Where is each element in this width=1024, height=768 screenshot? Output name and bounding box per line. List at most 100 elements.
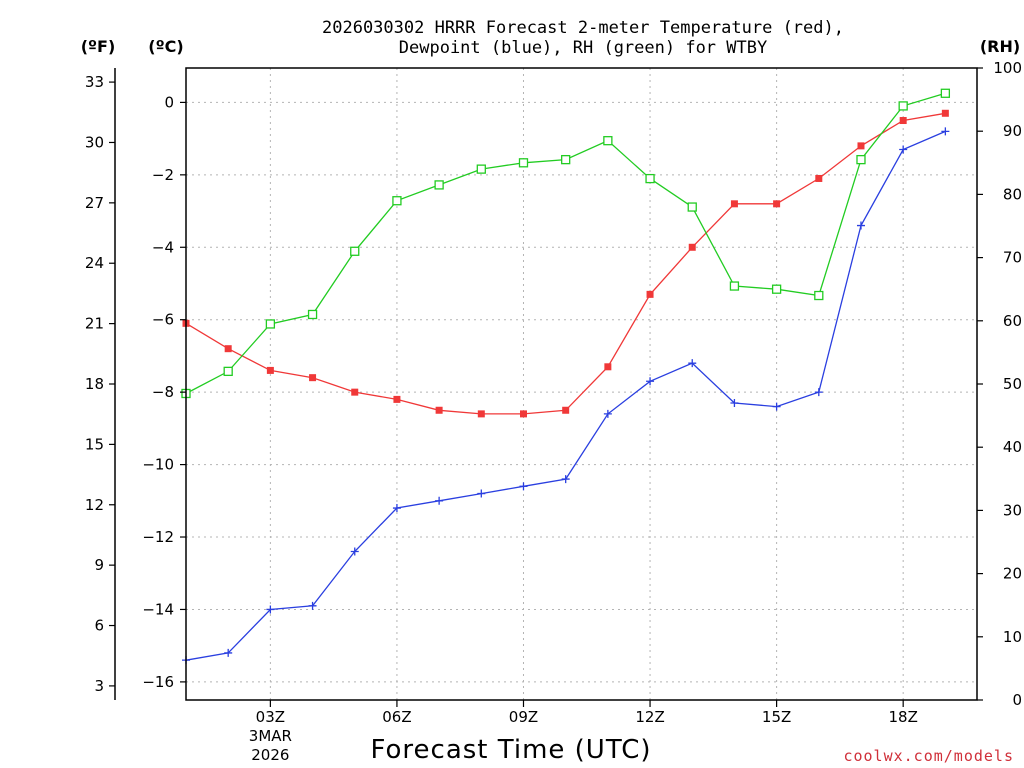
fahrenheit-tick-label: 27 bbox=[85, 194, 104, 212]
date-label: 3MAR bbox=[249, 727, 292, 745]
credit-label: coolwx.com/models bbox=[843, 747, 1014, 765]
temperature-point bbox=[224, 345, 232, 353]
rh-series bbox=[181, 88, 951, 399]
time-tick-label: 12Z bbox=[635, 708, 664, 726]
temperature-point bbox=[646, 290, 654, 298]
celsius-tick-label: −4 bbox=[152, 238, 174, 256]
x-axis-title: Forecast Time (UTC) bbox=[370, 735, 651, 765]
rh-point bbox=[476, 164, 486, 174]
celsius-tick-label: −16 bbox=[142, 673, 174, 691]
dewpoint-point bbox=[603, 409, 612, 418]
temperature-point bbox=[393, 395, 401, 403]
temperature-point bbox=[477, 410, 485, 418]
rh-point bbox=[518, 158, 529, 168]
rh-point bbox=[434, 180, 444, 190]
dewpoint-point bbox=[477, 489, 486, 498]
celsius-tick-label: −14 bbox=[142, 600, 174, 618]
time-tick-label: 18Z bbox=[888, 708, 917, 726]
data-series bbox=[181, 88, 951, 665]
dewpoint-point bbox=[561, 475, 570, 484]
rh-point bbox=[603, 136, 613, 146]
temperature-point bbox=[857, 142, 865, 150]
dewpoint-line bbox=[185, 130, 946, 661]
time-tick-label: 15Z bbox=[762, 708, 791, 726]
temperature-point bbox=[815, 174, 823, 182]
dewpoint-point bbox=[856, 221, 865, 230]
fahrenheit-tick-label: 3 bbox=[94, 677, 104, 695]
celsius-tick-label: −10 bbox=[142, 456, 174, 474]
rh-point bbox=[350, 246, 360, 256]
dewpoint-point bbox=[308, 601, 317, 610]
dewpoint-point bbox=[224, 648, 233, 657]
rh-tick-label: 50 bbox=[1003, 375, 1022, 393]
temperature-point bbox=[773, 200, 781, 208]
rh-point bbox=[814, 290, 824, 301]
rh-point bbox=[856, 154, 866, 165]
celsius-tick-label: −6 bbox=[152, 311, 174, 329]
celsius-tick-label: 0 bbox=[164, 93, 174, 111]
time-tick-label: 06Z bbox=[382, 708, 411, 726]
dewpoint-point bbox=[392, 504, 401, 513]
celsius-tick-label: −8 bbox=[152, 383, 174, 401]
temperature-point bbox=[562, 406, 570, 414]
fahrenheit-tick-label: 30 bbox=[85, 133, 104, 151]
chart-title: 2026030302 HRRR Forecast 2-meter Tempera… bbox=[322, 18, 844, 58]
rh-point bbox=[265, 319, 276, 329]
temperature-point bbox=[688, 243, 696, 251]
dewpoint-point bbox=[646, 377, 655, 386]
rh-tick-label: 40 bbox=[1003, 438, 1022, 456]
temperature-point bbox=[941, 109, 949, 117]
dewpoint-point bbox=[730, 399, 739, 408]
fahrenheit-tick-label: 18 bbox=[85, 375, 104, 393]
celsius-tick-label: −2 bbox=[152, 166, 174, 184]
rh-tick-label: 10 bbox=[1003, 628, 1022, 646]
rh-tick-label: 0 bbox=[1012, 691, 1022, 709]
chart-title-line-2: Dewpoint (blue), RH (green) for WTBY bbox=[399, 38, 767, 58]
fahrenheit-tick-label: 9 bbox=[94, 556, 104, 574]
rh-line bbox=[185, 92, 946, 395]
celsius-unit-label: (ºC) bbox=[148, 37, 183, 56]
celsius-tick-label: −12 bbox=[142, 528, 174, 546]
rh-point bbox=[561, 154, 571, 165]
dewpoint-point bbox=[435, 496, 444, 505]
fahrenheit-tick-label: 33 bbox=[85, 73, 104, 91]
fahrenheit-tick-label: 12 bbox=[85, 496, 104, 514]
rh-point bbox=[771, 284, 782, 294]
chart-title-line-1: 2026030302 HRRR Forecast 2-meter Tempera… bbox=[322, 18, 844, 38]
rh-point bbox=[392, 196, 402, 206]
date-label: 2026 bbox=[251, 746, 289, 764]
dewpoint-point bbox=[772, 402, 781, 411]
fahrenheit-tick-label: 24 bbox=[85, 254, 104, 272]
temperature-point bbox=[435, 406, 443, 414]
temperature-point bbox=[519, 410, 527, 418]
celsius-axis: 0 −2 −4 −6 −8 −10 −12 −14 −16 bbox=[142, 93, 186, 691]
time-tick-label: 09Z bbox=[509, 708, 538, 726]
temperature-point bbox=[266, 366, 274, 374]
fahrenheit-tick-label: 21 bbox=[85, 315, 104, 333]
temperature-point bbox=[309, 374, 317, 382]
rh-point bbox=[223, 366, 233, 377]
rh-point bbox=[729, 281, 740, 291]
dewpoint-point bbox=[814, 388, 823, 397]
rh-tick-label: 60 bbox=[1003, 312, 1022, 330]
dewpoint-series bbox=[182, 127, 950, 665]
dewpoint-point bbox=[688, 359, 697, 368]
rh-tick-label: 30 bbox=[1003, 501, 1022, 519]
rh-point bbox=[898, 101, 908, 111]
fahrenheit-tick-label: 15 bbox=[85, 435, 104, 453]
rh-point bbox=[307, 309, 318, 320]
temperature-point bbox=[899, 117, 907, 125]
dewpoint-point bbox=[350, 547, 359, 556]
dewpoint-point bbox=[899, 145, 908, 154]
rh-unit-label: (RH) bbox=[980, 37, 1020, 56]
dewpoint-point bbox=[266, 605, 275, 614]
temperature-point bbox=[351, 388, 359, 396]
temperature-point bbox=[604, 363, 612, 371]
fahrenheit-unit-label: (ºF) bbox=[81, 37, 116, 56]
fahrenheit-axis: 33 30 27 24 21 18 15 12 9 6 3 bbox=[85, 73, 115, 695]
rh-point bbox=[940, 88, 951, 98]
dewpoint-point bbox=[519, 482, 528, 491]
